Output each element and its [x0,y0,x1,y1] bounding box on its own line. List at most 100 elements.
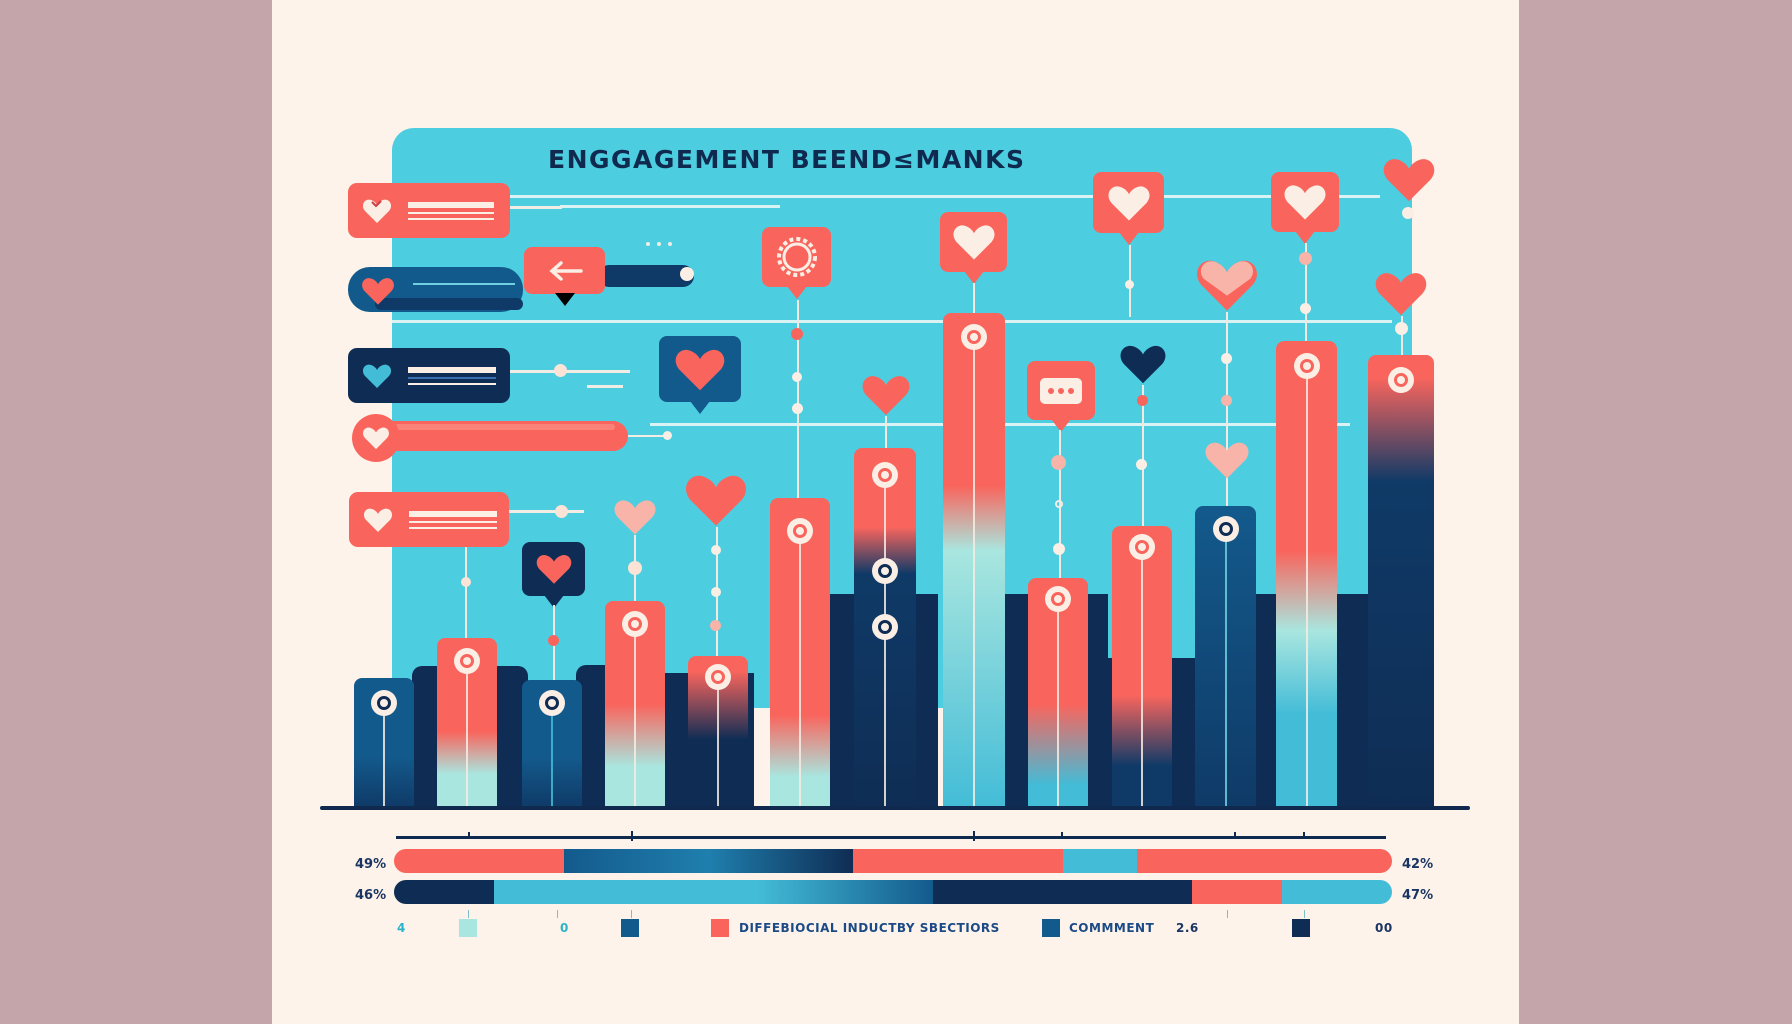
heart-icon [1375,273,1427,316]
connector-dot [1221,395,1232,406]
legend-number: 2.6 [1176,921,1199,935]
connector-stem [1142,385,1144,530]
minor-tick [631,910,632,918]
legend-label-comment: COMMMENT [1069,921,1155,935]
heart-pin-navy[interactable] [522,542,585,608]
heart-icon [362,278,394,305]
heart-icon [675,349,725,390]
connector-dot [628,561,642,575]
heart-icon [1197,260,1257,311]
connector-line [587,385,623,388]
connector-stem [885,416,887,456]
stacked-bar-row-1[interactable] [394,849,1392,873]
minor-tick [1304,910,1305,918]
heart-icon [1383,159,1435,202]
connector-line [510,370,630,373]
engagement-card-navy[interactable] [348,348,510,403]
chart-bar-12[interactable] [1276,341,1337,808]
connector-dot [555,505,568,518]
connector-line [509,510,584,513]
chart-bar-6[interactable] [770,498,830,808]
connector-dot [1300,303,1311,314]
legend-swatch-navy [1292,919,1310,937]
heart-pin-coral[interactable] [1093,172,1164,245]
chart-bar-4[interactable] [605,601,665,808]
chart-bar-8[interactable] [943,313,1005,808]
connector-stem [797,300,799,500]
connector-dot [711,587,721,597]
back-arrow-icon [548,260,583,281]
connector-dot [554,364,567,377]
ellipsis-dots [646,242,676,246]
row1-right-percent: 42% [1402,857,1434,872]
scale-line [396,836,1386,839]
chart-bar-2[interactable] [437,638,497,808]
heart-pin-blue[interactable] [659,336,741,414]
gear-pin[interactable] [762,227,831,299]
stacked-bar-row-2[interactable] [394,880,1392,904]
minor-tick [557,910,558,918]
connector-dot [1053,543,1065,555]
connector-stem [1401,316,1403,356]
connector-dot [461,577,471,587]
heart-icon [1205,442,1249,479]
connector-dot [1125,280,1134,289]
connector-dot [792,372,802,382]
chart-bar-10[interactable] [1112,526,1172,808]
connector-line [628,435,670,437]
chart-bar-1[interactable] [354,678,414,808]
connector-dot [1136,459,1147,470]
connector-dot [1395,322,1408,335]
heart-pin-coral[interactable] [940,212,1007,284]
slider-handle[interactable] [680,267,694,281]
legend-swatch-mint [459,919,477,937]
slider-underline [375,298,523,310]
legend-swatch-blue [1042,919,1060,937]
back-arrow-button[interactable] [524,247,605,306]
slider-track[interactable] [598,265,694,287]
text-placeholder-lines [409,510,497,529]
text-placeholder-lines [408,201,494,220]
heart-icon [952,225,995,260]
heart-icon [363,508,393,532]
chat-bubble-pin[interactable] [1027,361,1095,432]
chart-bar-11[interactable] [1195,506,1256,808]
scale-tick [631,831,633,841]
heart-icon [1107,185,1150,221]
heart-icon [686,475,746,526]
row2-right-percent: 47% [1402,888,1434,903]
connector-dot [1299,252,1312,265]
chart-bar-5[interactable] [688,656,748,808]
legend-number: 00 [1375,921,1393,935]
x-axis-baseline [320,806,1470,810]
engagement-card-coral[interactable] [349,492,509,547]
heart-icon [1120,345,1166,384]
heart-circle-button[interactable] [352,414,400,462]
chart-title: ENGGAGEMENT BEEND≤MANKS [548,145,1026,174]
chart-bar-7[interactable] [854,448,916,808]
legend-number: 0 [560,921,569,935]
connector-dot [710,620,721,631]
connector-dot [1055,500,1063,508]
chart-bar-13[interactable] [1368,355,1434,808]
scale-tick [1234,832,1236,838]
legend-label-industry-sections: DIFFEBIOCIAL INDUCTBY SBECTIORS [739,921,1000,935]
scale-tick [973,831,975,841]
connector-stem [1305,243,1307,343]
minor-tick [1227,910,1228,918]
slider-line [413,283,515,285]
engagement-card-coral[interactable] [348,183,510,238]
connector-dot [548,635,559,646]
gear-icon [776,237,817,277]
gridline [392,320,1392,323]
row2-left-percent: 46% [355,888,387,903]
minor-tick [468,910,469,918]
gridline [510,195,1380,198]
scale-tick [1303,832,1305,838]
chart-bar-9[interactable] [1028,578,1088,808]
chart-bar-3[interactable] [522,680,582,808]
heart-pin-coral[interactable] [1271,172,1339,244]
connector-dot [1402,207,1414,219]
connector-dot [1137,395,1148,406]
legend-swatch-blue [621,919,639,937]
